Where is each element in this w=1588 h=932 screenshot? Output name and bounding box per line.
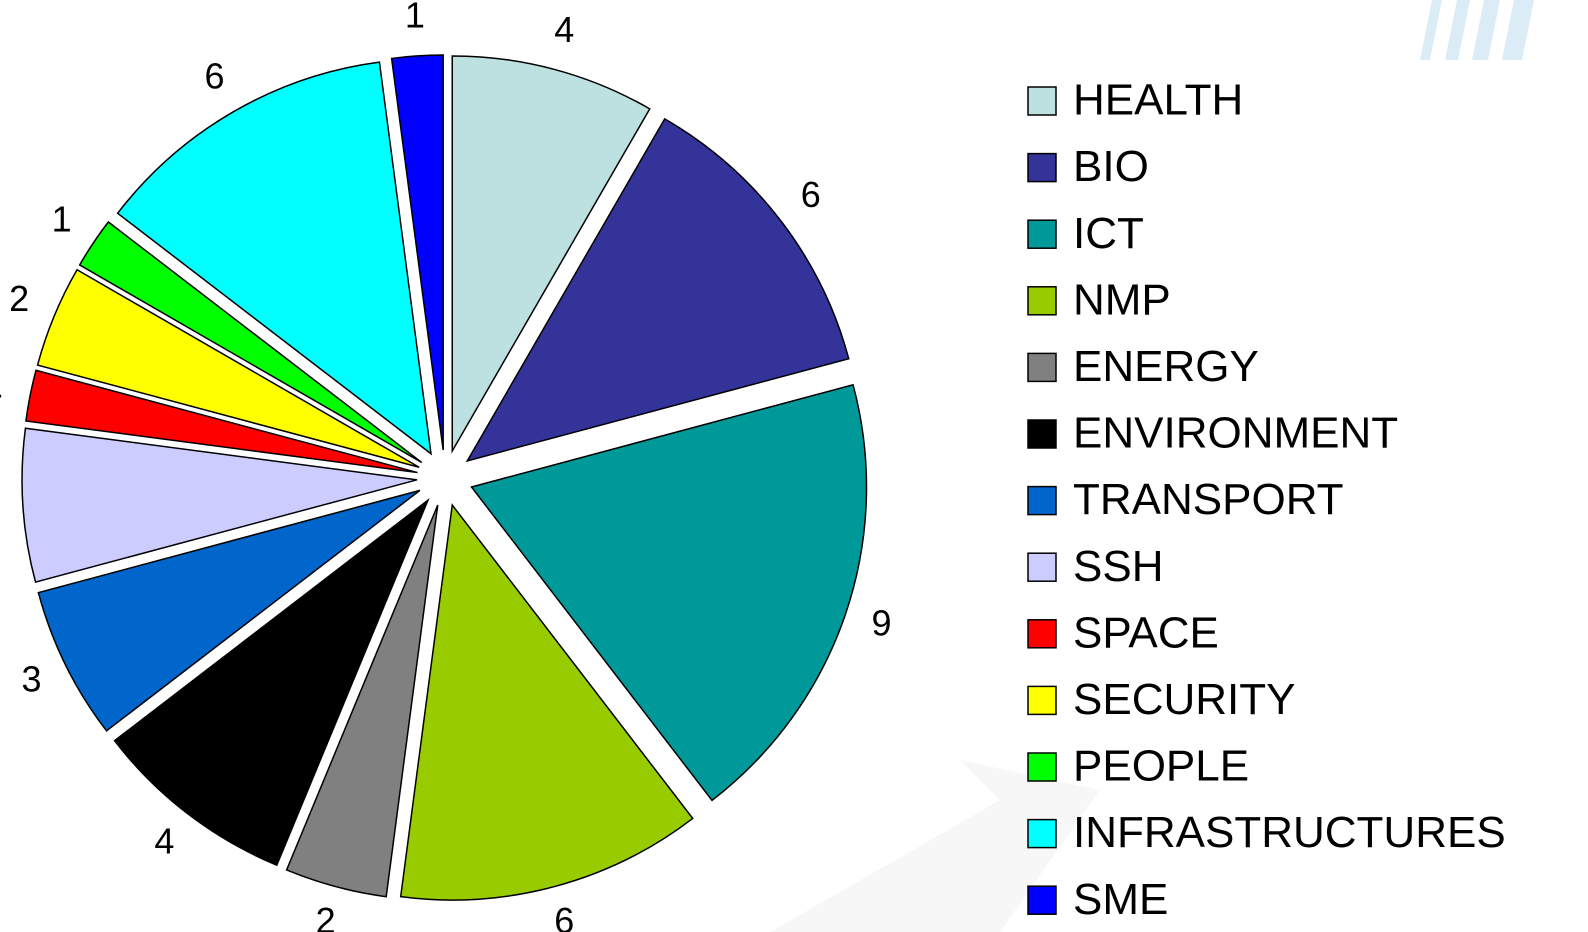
legend-swatch: [1027, 885, 1057, 915]
data-label: 1: [0, 365, 3, 406]
legend-label: TRANSPORT: [1073, 475, 1344, 524]
legend-label: HEALTH: [1073, 76, 1243, 125]
pie-slice: [470, 383, 868, 802]
legend-swatch: [1027, 685, 1057, 716]
legend-swatch: [1027, 219, 1057, 249]
legend-label: SSH: [1073, 542, 1163, 591]
legend-swatch: [1027, 86, 1057, 116]
legend-label: SECURITY: [1073, 675, 1295, 724]
pie-slice: [37, 489, 421, 732]
data-label: 6: [204, 55, 224, 96]
legend-swatch: [1027, 818, 1057, 849]
data-label: 4: [554, 9, 574, 50]
data-label: 2: [316, 900, 336, 932]
pie-slice: [78, 220, 423, 464]
pie-slice: [390, 54, 444, 451]
pie-slice: [399, 503, 694, 901]
pie-slice: [21, 427, 418, 583]
data-label: 9: [872, 603, 892, 644]
legend-swatch: [1027, 419, 1057, 449]
legend-label: ENERGY: [1073, 342, 1259, 391]
data-label: 3: [22, 658, 42, 699]
legend-swatch: [1027, 485, 1057, 516]
pie-slice: [465, 117, 850, 463]
pie-slice: [25, 369, 418, 474]
pie-slice: [36, 268, 420, 469]
pie-slice: [451, 55, 651, 454]
legend-label: NMP: [1073, 275, 1171, 324]
legend-swatch: [1027, 152, 1057, 183]
pie-slice: [285, 504, 439, 898]
legend-swatch: [1027, 352, 1057, 383]
legend-label: SME: [1073, 875, 1168, 924]
data-label: 4: [154, 820, 174, 861]
legend-label: SPACE: [1073, 608, 1219, 657]
legend-label: INFRASTRUCTURES: [1073, 808, 1506, 857]
legend-label: PEOPLE: [1073, 742, 1249, 791]
pie-slice: [113, 497, 430, 867]
legend-label: ENVIRONMENT: [1073, 409, 1398, 458]
decoration: [770, 0, 1534, 932]
legend-swatch: [1027, 286, 1057, 316]
pie-slice: [116, 61, 432, 456]
data-label: 2: [9, 278, 29, 319]
data-label: 1: [405, 0, 425, 36]
legend-label: BIO: [1073, 142, 1149, 191]
data-label: 1: [52, 198, 72, 239]
data-label: 6: [554, 900, 574, 932]
legend-swatch: [1027, 552, 1057, 582]
legend-swatch: [1027, 619, 1057, 649]
data-label: 6: [801, 174, 821, 215]
legend-swatch: [1027, 752, 1057, 782]
legend-label: ICT: [1073, 209, 1144, 258]
